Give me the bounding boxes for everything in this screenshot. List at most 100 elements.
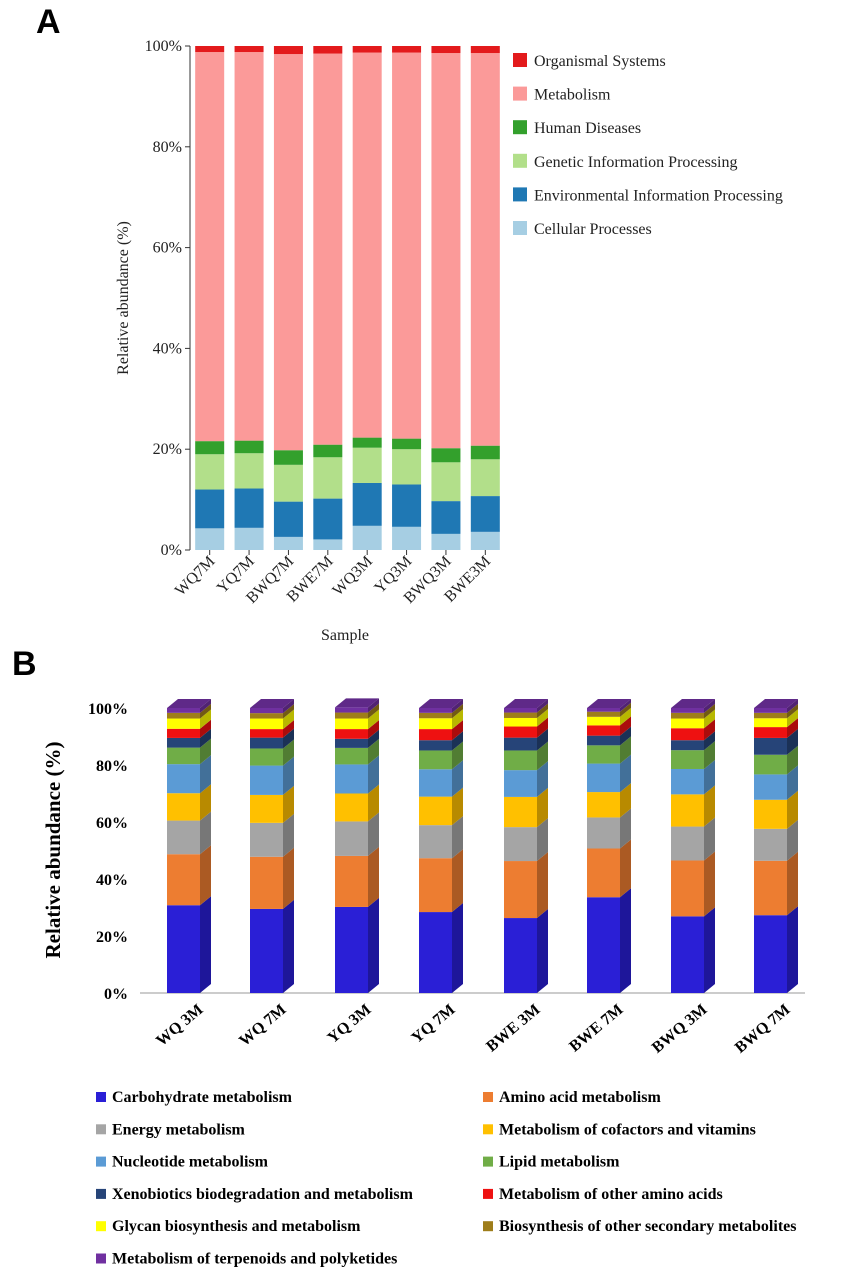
bar-front-b-metabolism-of-cofactors-and-vitamins xyxy=(754,799,787,829)
bar-side-b-biosynthesis-of-other-secondary-metabolites xyxy=(537,703,548,718)
legend-swatch-b xyxy=(96,1092,106,1102)
bar-front-b-metabolism-of-other-amino-acids xyxy=(335,729,368,739)
bar-side-b-energy-metabolism xyxy=(200,811,211,855)
bar-side-b-lipid-metabolism xyxy=(368,738,379,765)
bar-segment-a-human-diseases xyxy=(313,444,343,458)
bar-side-b-glycan-biosynthesis-and-metabolism xyxy=(620,707,631,726)
bar-side-b-glycan-biosynthesis-and-metabolism xyxy=(283,709,294,730)
bar-front-b-lipid-metabolism xyxy=(335,747,368,765)
legend-swatch-b xyxy=(96,1253,106,1264)
bar-front-b-carbohydrate-metabolism xyxy=(419,912,452,993)
chart-b: 0% 20% 40% 60% 80% 100% Relative abundance (%)… xyxy=(41,698,805,1268)
bar-front-b-xenobiotics-biodegradation-and-metabolism xyxy=(754,737,787,755)
bar-front-b-glycan-biosynthesis-and-metabolism xyxy=(335,718,368,730)
bar-side-b-energy-metabolism xyxy=(537,818,548,862)
bar-side-b-lipid-metabolism xyxy=(704,741,715,769)
bar-side-b-energy-metabolism xyxy=(787,819,798,861)
bar-front-b-metabolism-of-terpenoids-and-polyketides xyxy=(335,707,368,713)
panel-label-a: A xyxy=(36,3,61,41)
bar-side-b-nucleotide-metabolism xyxy=(704,759,715,795)
bar-side-b-xenobiotics-biodegradation-and-metabolism xyxy=(620,726,631,746)
bar-side-b-carbohydrate-metabolism xyxy=(200,896,211,993)
bar-segment-a-metabolism xyxy=(195,52,225,442)
bar-segment-a-cellular-processes xyxy=(313,539,343,550)
bar-front-b-metabolism-of-cofactors-and-vitamins xyxy=(504,796,537,828)
bar-side-b-metabolism-of-cofactors-and-vitamins xyxy=(368,784,379,822)
bar-side-b-nucleotide-metabolism xyxy=(452,760,463,797)
bar-segment-a-genetic-information-processing xyxy=(273,464,303,502)
bar-side-b-xenobiotics-biodegradation-and-metabolism xyxy=(283,728,294,749)
bar-segment-a-human-diseases xyxy=(195,441,225,455)
bar-front-b-lipid-metabolism xyxy=(587,745,620,764)
bar-side-b-biosynthesis-of-other-secondary-metabolites xyxy=(620,702,631,717)
bar-side-b-glycan-biosynthesis-and-metabolism xyxy=(200,709,211,729)
legend-swatch-b xyxy=(483,1188,493,1199)
bar-segment-a-environmental-information-processing xyxy=(470,496,500,532)
bar-side-b-xenobiotics-biodegradation-and-metabolism xyxy=(537,728,548,751)
legend-label-a: Human Diseases xyxy=(534,120,641,137)
bar-front-b-carbohydrate-metabolism xyxy=(250,908,283,993)
legend-label-a: Genetic Information Processing xyxy=(534,154,738,171)
x-tick-label-b: BWQ 3M xyxy=(649,1001,711,1057)
legend-label-b: Metabolism of cofactors and vitamins xyxy=(499,1121,756,1138)
bar-segment-a-human-diseases xyxy=(273,450,303,465)
bar-segment-a-human-diseases xyxy=(392,438,422,450)
bar-side-b-glycan-biosynthesis-and-metabolism xyxy=(368,709,379,730)
legend-label-b: Biosynthesis of other secondary metaboli… xyxy=(499,1218,796,1235)
bar-front-b-carbohydrate-metabolism xyxy=(504,918,537,993)
bar-side-b-biosynthesis-of-other-secondary-metabolites xyxy=(368,703,379,719)
bar-side-b-xenobiotics-biodegradation-and-metabolism xyxy=(452,731,463,751)
bar-front-b-energy-metabolism xyxy=(754,828,787,861)
bar-front-b-metabolism-of-terpenoids-and-polyketides xyxy=(671,708,704,713)
bar-front-b-glycan-biosynthesis-and-metabolism xyxy=(250,718,283,730)
y-tick-label-a: 80% xyxy=(153,139,182,156)
bar-segment-a-metabolism xyxy=(352,52,382,438)
bar-side-b-metabolism-of-terpenoids-and-polyketides xyxy=(537,699,548,713)
bar-top-b xyxy=(671,699,715,708)
bar-side-b-metabolism-of-other-amino-acids xyxy=(368,720,379,739)
bar-side-b-energy-metabolism xyxy=(283,813,294,857)
bar-side-b-energy-metabolism xyxy=(704,817,715,861)
bar-side-b-glycan-biosynthesis-and-metabolism xyxy=(537,708,548,727)
bar-side-b-metabolism-of-other-amino-acids xyxy=(620,716,631,736)
bar-front-b-metabolism-of-other-amino-acids xyxy=(504,726,537,738)
bar-side-b-nucleotide-metabolism xyxy=(537,761,548,797)
legend-swatch-b xyxy=(483,1156,493,1167)
bar-front-b-carbohydrate-metabolism xyxy=(587,897,620,993)
bar-top-b xyxy=(335,698,379,708)
bar-segment-a-metabolism xyxy=(313,53,343,445)
bar-side-b-biosynthesis-of-other-secondary-metabolites xyxy=(200,703,211,719)
bar-front-b-xenobiotics-biodegradation-and-metabolism xyxy=(167,737,200,748)
legend-label-a: Metabolism xyxy=(534,87,611,104)
bar-front-b-lipid-metabolism xyxy=(504,750,537,771)
bar-segment-a-environmental-information-processing xyxy=(313,498,343,540)
bar-top-b xyxy=(754,699,798,708)
bar-side-b-metabolism-of-terpenoids-and-polyketides xyxy=(787,699,798,713)
legend-swatch-a xyxy=(513,86,527,101)
bar-front-b-carbohydrate-metabolism xyxy=(335,906,368,993)
bar-front-b-carbohydrate-metabolism xyxy=(754,915,787,993)
bar-side-b-metabolism-of-other-amino-acids xyxy=(283,720,294,738)
bar-front-b-metabolism-of-terpenoids-and-polyketides xyxy=(419,708,452,713)
bar-front-b-amino-acid-metabolism xyxy=(335,855,368,907)
bar-side-b-amino-acid-metabolism xyxy=(787,851,798,916)
legend-swatch-a xyxy=(513,187,527,202)
bar-front-b-biosynthesis-of-other-secondary-metabolites xyxy=(671,712,704,719)
bar-side-b-metabolism-of-cofactors-and-vitamins xyxy=(200,784,211,821)
bar-front-b-biosynthesis-of-other-secondary-metabolites xyxy=(250,713,283,719)
bar-side-b-metabolism-of-cofactors-and-vitamins xyxy=(452,787,463,826)
bar-segment-a-cellular-processes xyxy=(273,536,303,550)
bar-side-b-biosynthesis-of-other-secondary-metabolites xyxy=(452,703,463,719)
bar-segment-a-environmental-information-processing xyxy=(352,482,382,526)
bar-segment-a-human-diseases xyxy=(470,445,500,460)
bar-segment-a-metabolism xyxy=(392,52,422,439)
bar-front-b-amino-acid-metabolism xyxy=(587,848,620,898)
bar-front-b-glycan-biosynthesis-and-metabolism xyxy=(754,718,787,728)
bar-side-b-carbohydrate-metabolism xyxy=(537,909,548,993)
bar-front-b-glycan-biosynthesis-and-metabolism xyxy=(419,718,452,730)
bar-segment-a-environmental-information-processing xyxy=(431,501,461,534)
bar-side-b-metabolism-of-cofactors-and-vitamins xyxy=(787,790,798,829)
bar-side-b-glycan-biosynthesis-and-metabolism xyxy=(452,709,463,730)
bar-segment-a-cellular-processes xyxy=(352,525,382,550)
bar-side-b-carbohydrate-metabolism xyxy=(368,897,379,993)
